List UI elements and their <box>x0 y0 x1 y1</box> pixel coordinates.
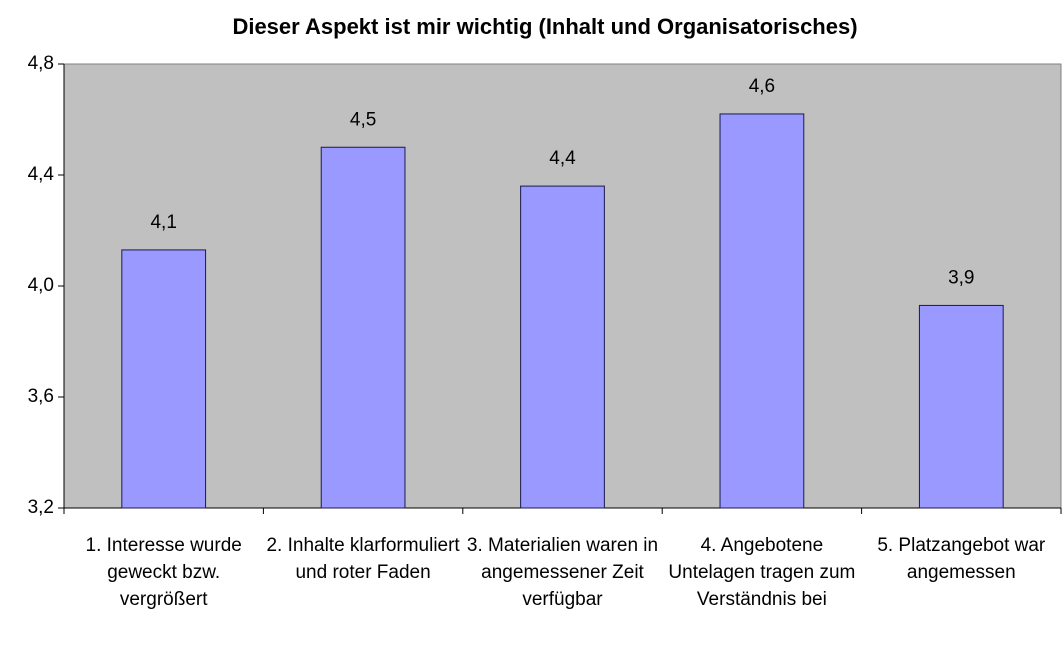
x-tick-label: 4. Angebotene Untelagen tragen zum Verst… <box>668 535 856 610</box>
chart-title: Dieser Aspekt ist mir wichtig (Inhalt un… <box>232 14 857 39</box>
y-tick-label: 4,8 <box>28 53 54 74</box>
bar <box>918 304 1004 509</box>
value-label: 4,6 <box>749 76 775 97</box>
bar <box>121 249 207 509</box>
bar <box>320 146 406 509</box>
y-tick-label: 4,4 <box>28 164 55 185</box>
y-tick-label: 3,6 <box>28 386 54 407</box>
x-tick-label: 5. Platzangebot war angemessen <box>877 535 1046 583</box>
value-label: 4,1 <box>150 212 176 233</box>
value-label: 4,4 <box>549 148 576 169</box>
value-label: 4,5 <box>350 109 376 130</box>
bar <box>520 185 605 509</box>
x-tick-label: 3. Materialien waren in angemessener Zei… <box>466 535 659 610</box>
value-label: 3,9 <box>948 267 974 288</box>
bar <box>719 113 805 509</box>
y-tick-label: 3,2 <box>28 497 54 518</box>
x-tick-label: 1. Interesse wurde geweckt bzw. vergröße… <box>85 535 242 610</box>
x-tick-label: 2. Inhalte klarformuliert und roter Fade… <box>266 535 460 583</box>
y-tick-label: 4,0 <box>28 275 54 296</box>
